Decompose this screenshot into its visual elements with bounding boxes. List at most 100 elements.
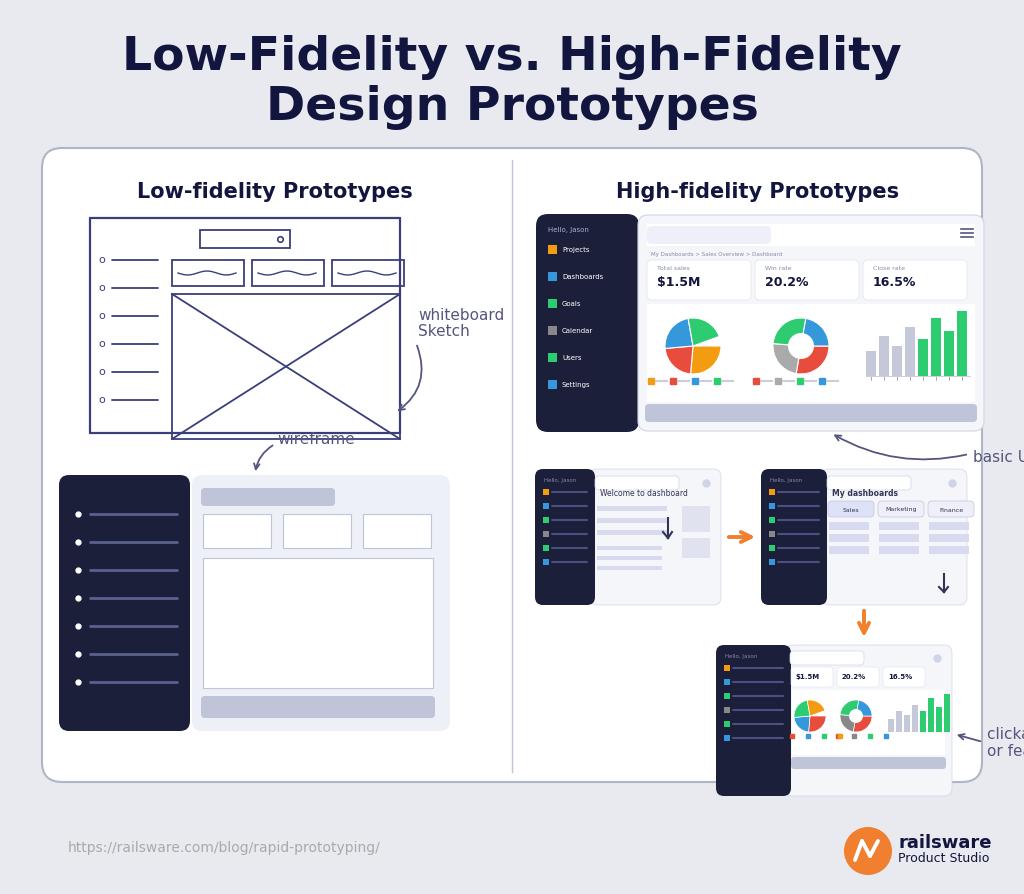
Text: Users: Users [562, 355, 582, 361]
FancyBboxPatch shape [647, 226, 771, 244]
Bar [543, 517, 549, 523]
Text: $1.5M: $1.5M [657, 276, 700, 289]
FancyBboxPatch shape [193, 475, 450, 731]
Text: 16.5%: 16.5% [873, 276, 916, 289]
Bar [769, 559, 775, 565]
Text: o: o [98, 255, 105, 265]
Bar [548, 299, 557, 308]
Wedge shape [690, 346, 721, 374]
Wedge shape [796, 346, 829, 374]
Text: o: o [98, 395, 105, 405]
Circle shape [844, 827, 892, 875]
Bar [724, 665, 730, 671]
Bar [543, 545, 549, 551]
Wedge shape [840, 714, 856, 732]
Text: Sales: Sales [843, 508, 859, 512]
Bar [896, 711, 902, 732]
Bar [724, 679, 730, 685]
Bar [548, 245, 557, 254]
Bar [792, 690, 945, 755]
Text: railsware: railsware [898, 834, 991, 852]
Text: o: o [98, 367, 105, 377]
FancyBboxPatch shape [647, 260, 751, 300]
FancyBboxPatch shape [863, 260, 967, 300]
Bar [597, 530, 667, 535]
Text: o: o [98, 339, 105, 349]
Wedge shape [773, 318, 806, 346]
Bar [724, 707, 730, 713]
Text: Low-Fidelity vs. High-Fidelity: Low-Fidelity vs. High-Fidelity [122, 36, 902, 80]
Text: Calendar: Calendar [562, 328, 593, 334]
Bar [918, 339, 928, 376]
FancyBboxPatch shape [645, 404, 977, 422]
Text: Welcome to dashboard: Welcome to dashboard [600, 489, 688, 498]
Bar [172, 260, 244, 286]
FancyBboxPatch shape [928, 501, 974, 517]
Bar [904, 715, 910, 732]
FancyBboxPatch shape [791, 757, 946, 769]
Text: clickable product: clickable product [987, 728, 1024, 743]
FancyBboxPatch shape [589, 469, 721, 605]
Bar [682, 538, 710, 558]
Text: My dashboards: My dashboards [831, 489, 898, 498]
FancyBboxPatch shape [716, 645, 791, 796]
Text: Marketing: Marketing [886, 508, 916, 512]
FancyBboxPatch shape [878, 501, 924, 517]
FancyBboxPatch shape [761, 469, 827, 605]
Bar [548, 353, 557, 362]
Bar [769, 503, 775, 509]
Bar [866, 350, 876, 376]
Text: Finance: Finance [939, 508, 963, 512]
Text: Low-fidelity Prototypes: Low-fidelity Prototypes [137, 182, 413, 202]
Bar [647, 224, 975, 246]
Bar [920, 711, 926, 732]
Bar [888, 720, 894, 732]
Bar [252, 260, 324, 286]
Bar [543, 559, 549, 565]
FancyBboxPatch shape [821, 469, 967, 605]
Bar [362, 514, 431, 548]
Wedge shape [801, 318, 829, 346]
Wedge shape [688, 318, 719, 346]
Bar [543, 489, 549, 495]
Bar [829, 546, 869, 554]
Text: Projects: Projects [562, 247, 590, 253]
Bar [172, 294, 400, 439]
Text: o: o [98, 283, 105, 293]
FancyBboxPatch shape [535, 469, 595, 605]
Circle shape [849, 709, 863, 723]
Text: Settings: Settings [562, 382, 591, 388]
Bar [944, 695, 950, 732]
Bar [597, 506, 667, 511]
Bar [879, 534, 919, 542]
Bar [769, 517, 775, 523]
Bar [724, 693, 730, 699]
Wedge shape [856, 700, 872, 716]
Text: 16.5%: 16.5% [888, 674, 912, 680]
FancyBboxPatch shape [791, 667, 833, 687]
Bar [724, 735, 730, 741]
Text: Hello, Jason: Hello, Jason [770, 478, 802, 483]
Text: whiteboard: whiteboard [418, 308, 504, 323]
Text: 20.2%: 20.2% [842, 674, 866, 680]
Text: or feature model: or feature model [987, 744, 1024, 758]
FancyBboxPatch shape [837, 667, 879, 687]
Text: Win rate: Win rate [765, 266, 792, 271]
FancyBboxPatch shape [42, 148, 982, 782]
Text: Close rate: Close rate [873, 266, 905, 271]
FancyBboxPatch shape [755, 260, 859, 300]
Bar [879, 522, 919, 530]
Wedge shape [853, 716, 872, 732]
Bar [929, 534, 969, 542]
FancyBboxPatch shape [201, 696, 435, 718]
Bar [905, 327, 915, 376]
Wedge shape [794, 716, 810, 732]
FancyBboxPatch shape [201, 488, 335, 506]
Bar [543, 503, 549, 509]
FancyBboxPatch shape [828, 501, 874, 517]
Text: wireframe: wireframe [278, 433, 354, 448]
Bar [879, 336, 889, 376]
Bar [957, 311, 967, 376]
Bar [548, 272, 557, 281]
FancyBboxPatch shape [827, 476, 911, 490]
